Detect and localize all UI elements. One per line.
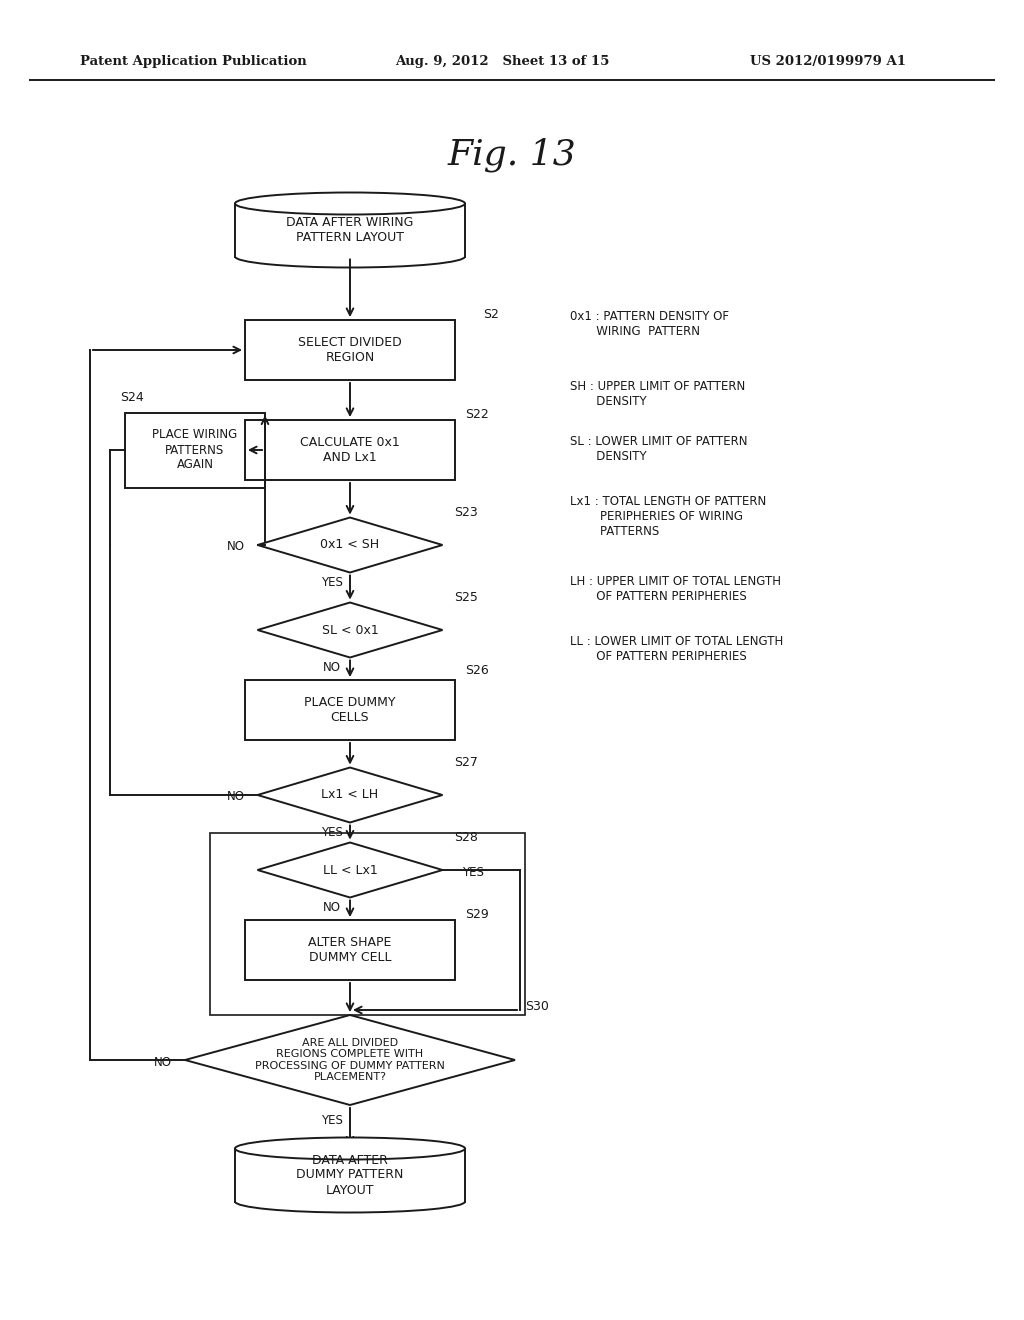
Text: Lx1 : TOTAL LENGTH OF PATTERN
        PERIPHERIES OF WIRING
        PATTERNS: Lx1 : TOTAL LENGTH OF PATTERN PERIPHERIE… xyxy=(570,495,766,539)
Text: S2: S2 xyxy=(483,309,499,322)
Text: NO: NO xyxy=(226,791,245,804)
Text: LL < Lx1: LL < Lx1 xyxy=(323,863,378,876)
Text: US 2012/0199979 A1: US 2012/0199979 A1 xyxy=(750,55,906,69)
Text: NO: NO xyxy=(323,902,341,913)
Bar xyxy=(245,319,455,380)
Text: SH : UPPER LIMIT OF PATTERN
       DENSITY: SH : UPPER LIMIT OF PATTERN DENSITY xyxy=(570,380,745,408)
Text: Lx1 < LH: Lx1 < LH xyxy=(322,788,379,801)
Text: LL : LOWER LIMIT OF TOTAL LENGTH
       OF PATTERN PERIPHERIES: LL : LOWER LIMIT OF TOTAL LENGTH OF PATT… xyxy=(570,635,783,663)
Text: PLACE WIRING
PATTERNS
AGAIN: PLACE WIRING PATTERNS AGAIN xyxy=(153,429,238,471)
Text: S29: S29 xyxy=(465,908,488,921)
Bar xyxy=(125,412,265,487)
Text: Aug. 9, 2012   Sheet 13 of 15: Aug. 9, 2012 Sheet 13 of 15 xyxy=(395,55,609,69)
Bar xyxy=(245,420,455,480)
Text: YES: YES xyxy=(322,826,343,840)
Text: S27: S27 xyxy=(455,756,478,770)
Text: S25: S25 xyxy=(455,591,478,605)
Text: S28: S28 xyxy=(455,832,478,843)
Bar xyxy=(210,833,525,1015)
Text: ARE ALL DIVIDED
REGIONS COMPLETE WITH
PROCESSING OF DUMMY PATTERN
PLACEMENT?: ARE ALL DIVIDED REGIONS COMPLETE WITH PR… xyxy=(255,1038,445,1082)
Text: SL < 0x1: SL < 0x1 xyxy=(322,623,379,636)
Text: 0x1 : PATTERN DENSITY OF
       WIRING  PATTERN: 0x1 : PATTERN DENSITY OF WIRING PATTERN xyxy=(570,310,729,338)
Text: NO: NO xyxy=(154,1056,172,1068)
Text: 0x1 < SH: 0x1 < SH xyxy=(321,539,380,552)
Text: S30: S30 xyxy=(525,1001,549,1014)
Text: CALCULATE 0x1
AND Lx1: CALCULATE 0x1 AND Lx1 xyxy=(300,436,400,465)
Text: YES: YES xyxy=(322,576,343,589)
Bar xyxy=(245,680,455,741)
Text: S22: S22 xyxy=(465,408,488,421)
Bar xyxy=(245,920,455,979)
Text: ALTER SHAPE
DUMMY CELL: ALTER SHAPE DUMMY CELL xyxy=(308,936,392,964)
Text: PLACE DUMMY
CELLS: PLACE DUMMY CELLS xyxy=(304,696,395,723)
Text: NO: NO xyxy=(226,540,245,553)
Text: DATA AFTER WIRING
PATTERN LAYOUT: DATA AFTER WIRING PATTERN LAYOUT xyxy=(287,216,414,244)
Text: SL : LOWER LIMIT OF PATTERN
       DENSITY: SL : LOWER LIMIT OF PATTERN DENSITY xyxy=(570,436,748,463)
Text: S24: S24 xyxy=(120,391,143,404)
Text: SELECT DIVIDED
REGION: SELECT DIVIDED REGION xyxy=(298,337,401,364)
Text: YES: YES xyxy=(322,1114,343,1126)
Text: LH : UPPER LIMIT OF TOTAL LENGTH
       OF PATTERN PERIPHERIES: LH : UPPER LIMIT OF TOTAL LENGTH OF PATT… xyxy=(570,576,781,603)
Text: NO: NO xyxy=(323,661,341,675)
Ellipse shape xyxy=(234,1138,465,1159)
Text: Fig. 13: Fig. 13 xyxy=(447,137,577,172)
Text: Patent Application Publication: Patent Application Publication xyxy=(80,55,307,69)
Text: YES: YES xyxy=(463,866,484,879)
Text: DATA AFTER
DUMMY PATTERN
LAYOUT: DATA AFTER DUMMY PATTERN LAYOUT xyxy=(296,1154,403,1196)
Ellipse shape xyxy=(234,193,465,214)
Text: S23: S23 xyxy=(455,506,478,519)
Text: S26: S26 xyxy=(465,664,488,676)
